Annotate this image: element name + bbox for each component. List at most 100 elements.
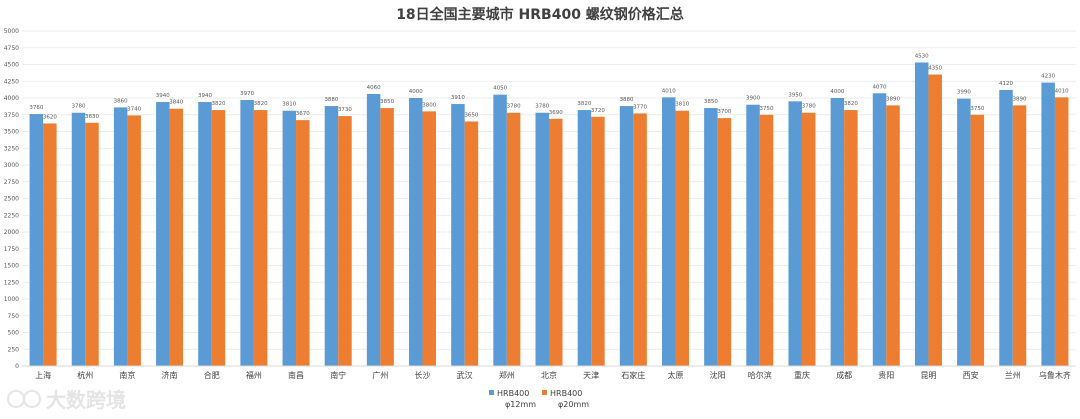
data-label-series-2-24: 4010 — [1055, 88, 1069, 94]
x-category-label: 贵阳 — [878, 370, 894, 380]
legend-label-series-2-line1: HRB400 — [550, 389, 582, 398]
y-tick-label: 3250 — [4, 145, 19, 152]
y-tick-label: 2500 — [4, 196, 19, 203]
bar-series-2-14 — [633, 113, 647, 366]
x-category-label: 哈尔滨 — [748, 370, 772, 380]
data-label-series-1-1: 3780 — [71, 104, 85, 110]
x-category-label: 兰州 — [1005, 370, 1021, 380]
y-tick-label: 750 — [8, 313, 20, 320]
bar-series-1-15 — [661, 97, 676, 366]
data-label-series-2-10: 3650 — [464, 112, 478, 118]
y-tick-label: 1250 — [4, 279, 19, 286]
bar-series-2-15 — [675, 110, 689, 366]
data-label-series-2-13: 3720 — [591, 108, 605, 114]
bar-series-1-16 — [704, 108, 718, 367]
data-label-series-1-14: 3880 — [620, 97, 634, 103]
watermark-logo-icon — [7, 390, 25, 408]
data-labels: 3760362037803630386037403940384039403820… — [29, 53, 1069, 120]
bar-series-1-5 — [240, 100, 254, 366]
bar-series-1-13 — [577, 110, 592, 366]
legend: HRB400 φ12mm HRB400 φ20mm — [489, 389, 589, 409]
x-category-label: 杭州 — [77, 370, 93, 380]
data-label-series-2-22: 3750 — [970, 106, 984, 112]
x-category-label: 南昌 — [288, 370, 304, 380]
data-label-series-2-23: 3890 — [1013, 96, 1027, 102]
data-label-series-2-11: 3780 — [507, 104, 521, 110]
y-axis-ticks: 0 250 500 750 1000 1250 1500 1750 2000 2250 2500 27… — [4, 28, 19, 370]
legend-swatch-series-1 — [489, 390, 494, 395]
y-tick-label: 4250 — [4, 78, 19, 85]
data-label-series-2-21: 4350 — [928, 66, 942, 72]
x-category-label: 福州 — [246, 371, 262, 380]
data-label-series-2-4: 3820 — [211, 101, 225, 107]
data-label-series-1-19: 4000 — [830, 89, 844, 95]
data-label-series-1-22: 3990 — [957, 90, 971, 96]
data-label-series-2-0: 3620 — [43, 114, 57, 120]
data-label-series-2-6: 3670 — [296, 111, 310, 117]
legend-label-series-1-line2: φ12mm — [505, 400, 536, 409]
x-category-label: 南京 — [119, 370, 135, 380]
data-label-series-1-10: 3910 — [451, 95, 465, 101]
bar-series-2-11 — [506, 112, 521, 367]
bars — [29, 62, 1069, 367]
y-tick-label: 0 — [15, 363, 19, 370]
y-tick-label: 1500 — [4, 263, 19, 270]
x-category-label: 上海 — [35, 370, 51, 380]
y-tick-label: 4500 — [4, 62, 19, 69]
x-category-label: 武汉 — [457, 370, 473, 380]
bar-series-2-9 — [422, 111, 437, 367]
bar-series-2-13 — [591, 116, 605, 366]
data-label-series-1-3: 3940 — [156, 93, 170, 99]
bar-series-2-6 — [296, 120, 310, 366]
data-label-series-1-20: 4070 — [873, 84, 887, 90]
x-category-label: 太原 — [667, 370, 683, 380]
x-category-label: 长沙 — [415, 370, 431, 380]
data-label-series-1-16: 3850 — [704, 99, 718, 105]
y-tick-label: 1750 — [4, 246, 19, 253]
data-label-series-1-4: 3940 — [198, 93, 212, 99]
y-tick-label: 1000 — [4, 296, 19, 303]
bar-series-2-12 — [549, 118, 563, 367]
bar-series-1-22 — [957, 98, 971, 367]
y-tick-label: 4750 — [4, 45, 19, 52]
bar-series-2-2 — [127, 115, 141, 366]
data-label-series-1-23: 4120 — [999, 81, 1013, 87]
y-tick-label: 3750 — [4, 112, 19, 119]
data-label-series-1-8: 4060 — [367, 85, 381, 91]
data-label-series-2-5: 3820 — [254, 101, 268, 107]
data-label-series-1-18: 3950 — [788, 92, 802, 98]
data-label-series-1-0: 3760 — [29, 105, 43, 111]
bar-series-1-10 — [451, 104, 465, 366]
bar-series-1-7 — [324, 106, 339, 366]
data-label-series-2-20: 3890 — [886, 96, 900, 102]
data-label-series-2-16: 3700 — [717, 109, 731, 115]
data-label-series-1-15: 4010 — [662, 88, 676, 94]
y-tick-label: 2750 — [4, 179, 19, 186]
bar-series-2-21 — [928, 74, 942, 367]
bar-series-2-18 — [801, 112, 816, 367]
watermark-logo: 大数跨境 — [7, 388, 126, 412]
legend-label-series-2-line2: φ20mm — [558, 400, 589, 409]
bar-series-1-14 — [619, 106, 634, 366]
data-label-series-2-3: 3840 — [169, 100, 183, 106]
y-tick-label: 3500 — [4, 129, 19, 136]
bar-series-2-23 — [1012, 105, 1027, 367]
bar-series-1-19 — [830, 98, 845, 366]
data-label-series-2-7: 3730 — [338, 107, 352, 113]
data-label-series-2-2: 3740 — [127, 106, 141, 112]
bar-series-2-0 — [43, 123, 57, 367]
bar-series-1-17 — [746, 104, 760, 366]
x-category-label: 合肥 — [204, 370, 220, 380]
legend-label-series-1-line1: HRB400 — [497, 389, 529, 398]
bar-series-1-8 — [366, 93, 381, 366]
x-category-label: 南宁 — [330, 370, 346, 380]
data-label-series-1-17: 3900 — [746, 96, 760, 102]
bar-series-2-10 — [464, 121, 479, 366]
x-category-label: 天津 — [583, 370, 599, 380]
data-label-series-2-12: 3690 — [549, 110, 563, 116]
bar-series-2-8 — [380, 108, 394, 367]
data-label-series-2-14: 3770 — [633, 104, 647, 110]
x-category-label: 沈阳 — [710, 370, 726, 380]
data-label-series-2-8: 3850 — [380, 99, 394, 105]
